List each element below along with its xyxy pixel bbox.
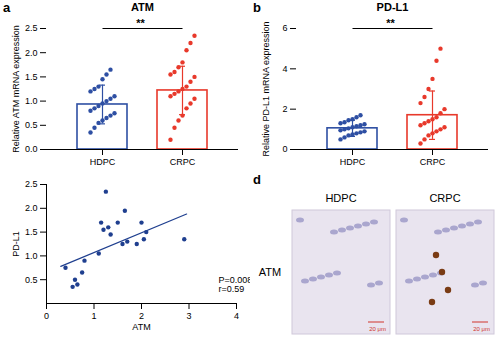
svg-text:0.5: 0.5 (25, 120, 38, 130)
html-text:b: b (253, 0, 261, 15)
html-text:ATM: ATM (131, 1, 154, 13)
svg-text:4: 4 (282, 64, 287, 74)
svg-text:1.5: 1.5 (25, 72, 38, 82)
svg-text:0: 0 (44, 311, 49, 321)
svg-text:ATM: ATM (132, 322, 150, 332)
svg-text:**: ** (386, 17, 395, 29)
html-text:PD-L1: PD-L1 (376, 1, 409, 13)
svg-text:0.0: 0.0 (25, 144, 38, 154)
html-text:c: c (3, 172, 11, 187)
svg-text:0: 0 (282, 144, 287, 154)
svg-text:2.0: 2.0 (25, 48, 38, 58)
svg-text:6: 6 (282, 23, 287, 33)
html-text:a: a (3, 0, 11, 15)
svg-text:HDPC: HDPC (90, 157, 116, 167)
svg-text:1: 1 (91, 311, 96, 321)
svg-text:1.0: 1.0 (25, 96, 38, 106)
svg-text:2.5: 2.5 (25, 23, 38, 33)
svg-text:1.5: 1.5 (25, 227, 38, 237)
svg-text:CRPC: CRPC (420, 157, 446, 167)
html-text:d: d (253, 172, 261, 187)
svg-text:PD-L1: PD-L1 (11, 231, 21, 257)
svg-text:3: 3 (186, 311, 191, 321)
svg-text:P=0.008r=0.59: P=0.008r=0.59 (219, 275, 251, 294)
svg-text:2.5: 2.5 (25, 179, 38, 189)
svg-text:2: 2 (282, 104, 287, 114)
svg-text:20 μm: 20 μm (473, 326, 490, 332)
svg-text:4: 4 (234, 311, 239, 321)
svg-text:2.0: 2.0 (25, 203, 38, 213)
svg-text:HDPC: HDPC (325, 192, 356, 204)
svg-text:**: ** (136, 17, 145, 29)
svg-text:1.0: 1.0 (25, 251, 38, 261)
svg-text:CRPC: CRPC (170, 157, 196, 167)
svg-text:HDPC: HDPC (340, 157, 366, 167)
svg-text:ATM: ATM (259, 266, 281, 278)
svg-text:0.5: 0.5 (25, 275, 38, 285)
svg-text:Relative ATM mRNA expression: Relative ATM mRNA expression (11, 25, 21, 152)
svg-text:2: 2 (139, 311, 144, 321)
svg-text:20 μm: 20 μm (369, 326, 386, 332)
svg-text:CRPC: CRPC (429, 192, 460, 204)
svg-text:Relative PD-L1 mRNA expression: Relative PD-L1 mRNA expression (261, 21, 271, 156)
